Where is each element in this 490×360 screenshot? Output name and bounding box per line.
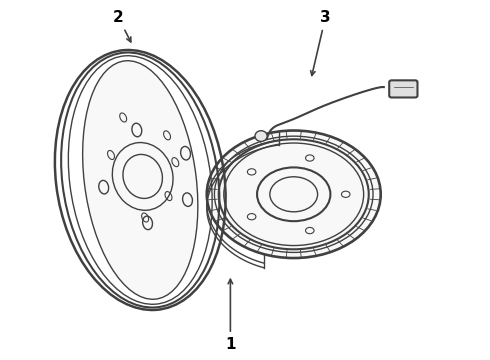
FancyBboxPatch shape — [389, 80, 417, 98]
Circle shape — [207, 131, 381, 258]
Text: 3: 3 — [311, 10, 331, 76]
Text: 1: 1 — [225, 279, 236, 352]
Text: 2: 2 — [113, 10, 131, 42]
Ellipse shape — [83, 61, 198, 299]
Ellipse shape — [255, 131, 267, 141]
